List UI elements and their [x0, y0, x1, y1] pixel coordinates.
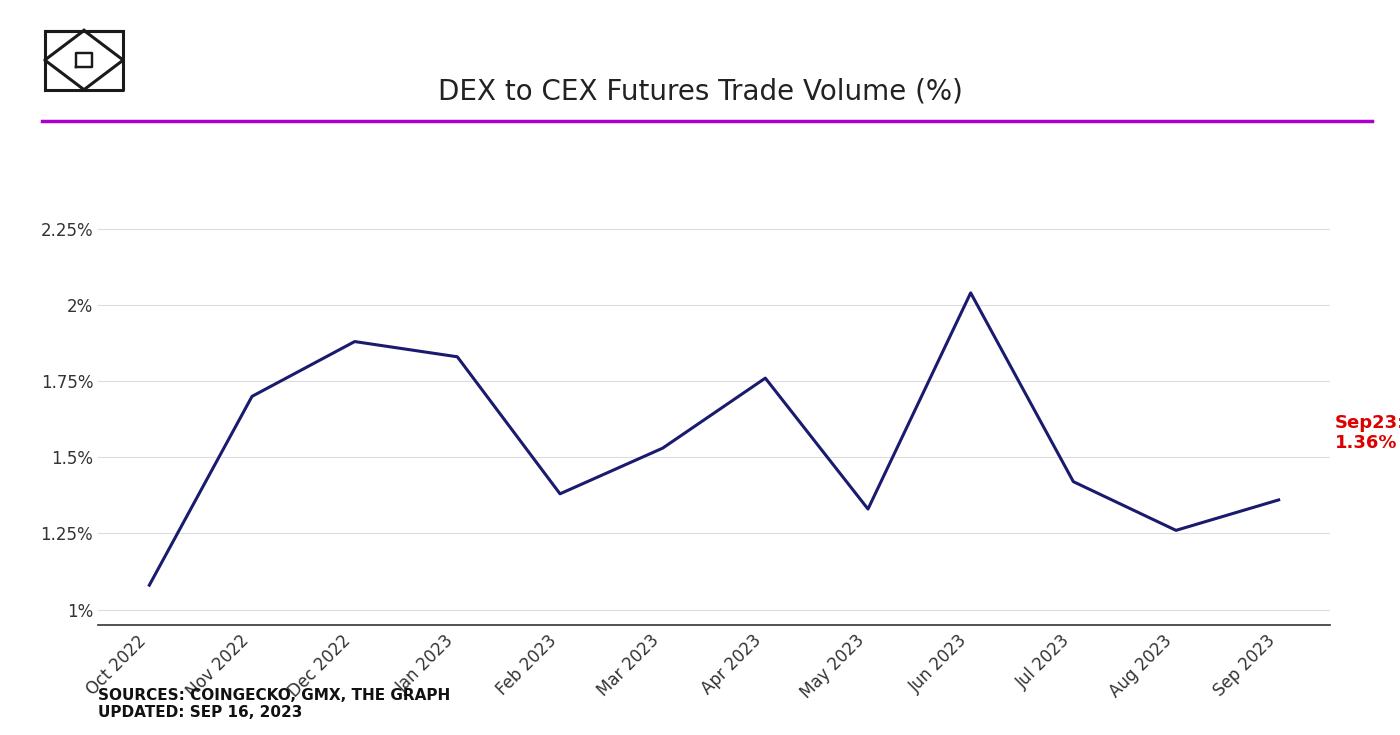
Text: DEX to CEX Futures Trade Volume (%): DEX to CEX Futures Trade Volume (%) — [438, 78, 962, 106]
Text: Sep23:
1.36%: Sep23: 1.36% — [1336, 414, 1400, 452]
Text: SOURCES: COINGECKO, GMX, THE GRAPH
UPDATED: SEP 16, 2023: SOURCES: COINGECKO, GMX, THE GRAPH UPDAT… — [98, 688, 451, 720]
